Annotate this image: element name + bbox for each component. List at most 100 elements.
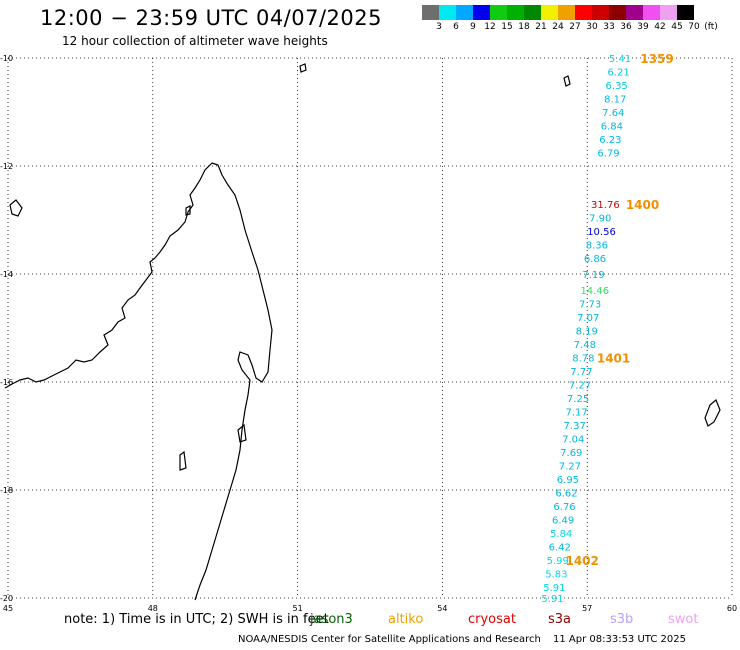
latitude-label: -16 <box>0 378 13 387</box>
longitude-label: 57 <box>582 604 592 613</box>
color-swatch-4 <box>490 5 507 20</box>
wave-height-reading: 6.62 <box>555 489 577 500</box>
color-scale-label: 15 <box>501 22 513 32</box>
color-scale-label: 27 <box>569 22 581 32</box>
wave-height-reading: 14.46 <box>580 286 609 297</box>
color-swatch-1 <box>439 5 456 20</box>
wave-height-reading: 5.41 <box>609 54 631 65</box>
note-text: note: 1) Time is in UTC; 2) SWH is in fe… <box>64 612 329 627</box>
wave-height-reading: 7.69 <box>560 448 582 459</box>
color-scale-label: 33 <box>603 22 615 32</box>
color-swatch-9 <box>575 5 592 20</box>
color-scale-label: 12 <box>484 22 496 32</box>
wave-height-reading: 7.25 <box>567 394 589 405</box>
latitude-label: -20 <box>0 594 13 603</box>
wave-height-reading: 7.07 <box>577 313 599 324</box>
pass-time-label: 1401 <box>597 352 630 366</box>
color-swatch-3 <box>473 5 490 20</box>
color-scale-label: (ft) <box>704 22 718 32</box>
map-title: 12:00 − 23:59 UTC 04/07/2025 <box>40 6 383 30</box>
longitude-label: 45 <box>3 604 13 613</box>
wave-height-reading: 7.17 <box>565 408 587 419</box>
wave-height-reading: 6.42 <box>549 543 571 554</box>
wave-height-reading: 6.84 <box>601 122 623 133</box>
lat-lon-grid <box>7 57 733 599</box>
longitude-label: 54 <box>437 604 447 613</box>
wave-height-reading: 6.86 <box>584 254 606 265</box>
wave-height-reading: 10.56 <box>587 227 616 238</box>
latitude-label: -14 <box>0 270 13 279</box>
color-scale-label: 3 <box>436 22 442 32</box>
wave-height-reading: 7.48 <box>574 340 596 351</box>
madagascar-coastline <box>194 162 273 601</box>
footer-timestamp: 11 Apr 08:33:53 UTC 2025 <box>553 634 686 645</box>
wave-height-reading: 7.73 <box>579 300 601 311</box>
wave-height-reading: 7.27 <box>569 381 591 392</box>
wave-height-reading: 7.64 <box>602 108 624 119</box>
footer-agency: NOAA/NESDIS Center for Satellite Applica… <box>238 634 541 645</box>
wave-height-reading: 5.91 <box>541 594 563 605</box>
satellite-legend-altiko: altiko <box>388 612 424 627</box>
wave-height-reading: 5.99 <box>547 556 569 567</box>
wave-height-reading: 7.90 <box>589 213 611 224</box>
color-swatch-7 <box>541 5 558 20</box>
color-swatch-12 <box>626 5 643 20</box>
wave-height-reading: 8.19 <box>576 327 598 338</box>
color-scale-label: 70 <box>688 22 700 32</box>
longitude-label: 48 <box>148 604 158 613</box>
wave-height-reading: 6.79 <box>597 149 619 160</box>
color-swatch-10 <box>592 5 609 20</box>
tromelin-island <box>563 75 571 87</box>
satellite-legend-s3a: s3a <box>548 612 572 627</box>
wave-height-reading: 7.27 <box>559 462 581 473</box>
latitude-label: -12 <box>0 162 13 171</box>
color-swatch-5 <box>507 5 524 20</box>
wave-height-reading: 5.91 <box>543 583 565 594</box>
color-swatch-11 <box>609 5 626 20</box>
wave-height-reading: 5.83 <box>545 570 567 581</box>
wave-height-reading: 7.37 <box>564 421 586 432</box>
color-scale-label: 24 <box>552 22 564 32</box>
wave-height-reading: 7.19 <box>582 270 604 281</box>
islet-3 <box>185 205 191 216</box>
color-swatch-6 <box>524 5 541 20</box>
color-swatch-2 <box>456 5 473 20</box>
latitude-label: -18 <box>0 486 13 495</box>
pass-time-label: 1402 <box>565 554 598 568</box>
color-swatch-0 <box>422 5 439 20</box>
coastline <box>4 63 721 601</box>
color-swatch-13 <box>643 5 660 20</box>
color-scale-label: 39 <box>637 22 649 32</box>
wave-height-reading: 6.21 <box>607 68 629 79</box>
color-scale-label: 36 <box>620 22 632 32</box>
wave-height-reading: 6.76 <box>553 502 575 513</box>
color-swatch-8 <box>558 5 575 20</box>
wave-height-reading: 5.84 <box>550 529 572 540</box>
satellite-legend-s3b: s3b <box>610 612 634 627</box>
color-scale-label: 9 <box>470 22 476 32</box>
wave-height-reading: 7.77 <box>570 367 592 378</box>
latitude-label: -10 <box>0 54 13 63</box>
wave-height-reading: 8.36 <box>586 240 608 251</box>
pass-time-label: 1359 <box>640 52 673 66</box>
color-scale-label: 30 <box>586 22 598 32</box>
satellite-legend-cryosat: cryosat <box>468 612 516 627</box>
color-scale-label: 18 <box>518 22 530 32</box>
color-scale-label: 6 <box>453 22 459 32</box>
wave-height-reading: 31.76 <box>591 200 620 211</box>
wave-height-reading: 8.78 <box>572 354 594 365</box>
islet-2 <box>237 423 247 443</box>
color-scale-label: 45 <box>671 22 683 32</box>
wave-height-reading: 6.35 <box>606 81 628 92</box>
wave-height-reading: 6.95 <box>557 475 579 486</box>
longitude-label: 51 <box>293 604 303 613</box>
wave-height-color-scale <box>422 5 694 21</box>
longitude-label: 60 <box>727 604 737 613</box>
wave-height-reading: 6.49 <box>552 516 574 527</box>
nosy-be-island <box>9 199 23 217</box>
wave-height-reading: 7.04 <box>562 435 584 446</box>
wave-height-reading: 8.17 <box>604 95 626 106</box>
small-island-north <box>299 63 307 73</box>
islet-1 <box>179 450 187 471</box>
